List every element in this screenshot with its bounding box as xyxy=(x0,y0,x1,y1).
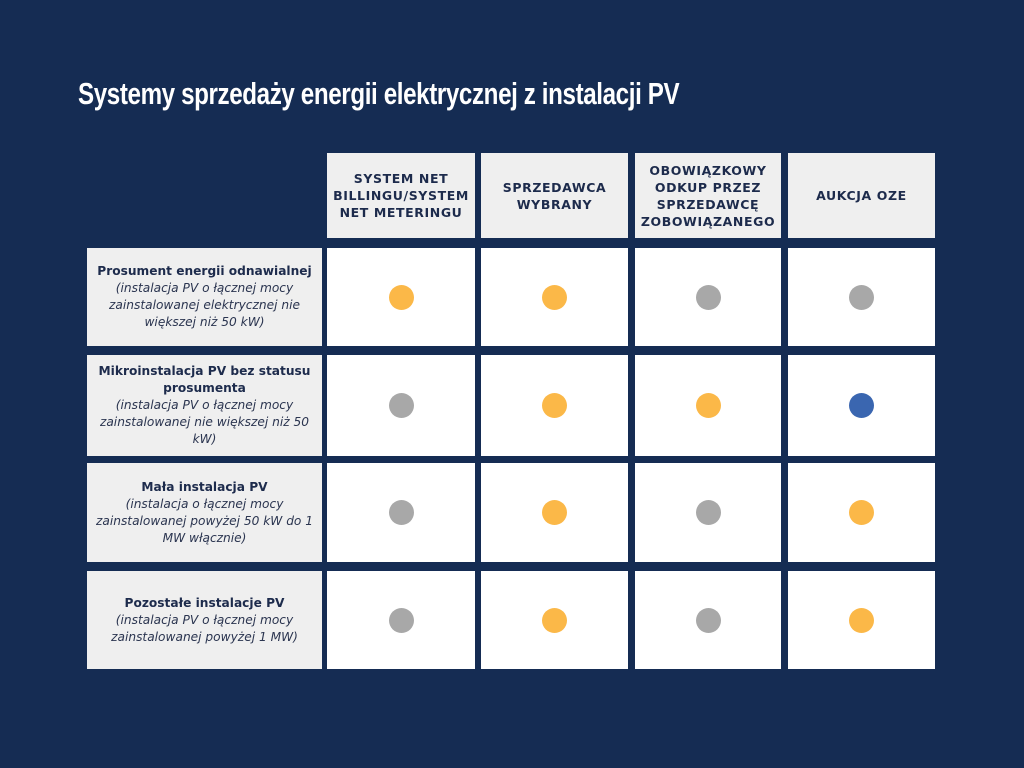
gray-dot-icon xyxy=(849,284,874,310)
gray-dot-icon xyxy=(695,284,721,310)
table-cell xyxy=(635,355,781,456)
table-cell xyxy=(327,355,475,456)
gray-dot-icon xyxy=(388,607,414,633)
row-title: Mała instalacja PV xyxy=(141,479,268,494)
table-cell xyxy=(788,463,935,562)
row-description: (instalacja PV o łącznej mocy zainstalow… xyxy=(111,612,298,644)
gray-dot-icon xyxy=(388,393,414,418)
row-description: (instalacja PV o łącznej mocy zainstalow… xyxy=(99,398,310,446)
table-cell xyxy=(788,355,935,456)
row-description: (instalacja o łącznej mocy zainstalowane… xyxy=(95,496,314,545)
gray-dot-icon xyxy=(388,500,414,525)
table-cell xyxy=(788,571,935,669)
orange-dot-icon xyxy=(695,393,721,418)
table-cell xyxy=(481,355,628,456)
orange-dot-icon xyxy=(849,607,874,633)
orange-dot-icon xyxy=(542,607,567,633)
row-description: (instalacja PV o łącznej mocy zainstalow… xyxy=(109,281,300,329)
orange-dot-icon xyxy=(388,284,414,310)
row-label-prosument: Prosument energii odnawialnej (instalacj… xyxy=(87,248,322,346)
row-title: Pozostałe instalacje PV xyxy=(124,595,285,610)
orange-dot-icon xyxy=(849,500,874,525)
table-cell xyxy=(327,463,475,562)
blue-dot-icon xyxy=(849,393,874,418)
row-title: Mikroinstalacja PV bez statusu prosument… xyxy=(98,364,311,395)
orange-dot-icon xyxy=(542,393,567,418)
row-title: Prosument energii odnawialnej xyxy=(97,264,312,278)
table-cell xyxy=(481,463,628,562)
row-label-pozostale: Pozostałe instalacje PV (instalacja PV o… xyxy=(87,571,322,669)
table-cell xyxy=(327,571,475,669)
gray-dot-icon xyxy=(695,500,721,525)
orange-dot-icon xyxy=(542,500,567,525)
table-cell xyxy=(481,571,628,669)
table-cell xyxy=(635,463,781,562)
column-header-obowiazkowy-odkup: OBOWIĄZKOWY ODKUP PRZEZ SPRZEDAWCĘ ZOBOW… xyxy=(635,153,781,238)
page-title: Systemy sprzedaży energii elektrycznej z… xyxy=(78,76,680,111)
orange-dot-icon xyxy=(542,284,567,310)
table-cell xyxy=(481,248,628,346)
table-cell xyxy=(788,248,935,346)
table-cell xyxy=(327,248,475,346)
gray-dot-icon xyxy=(695,607,721,633)
column-header-aukcja-oze: AUKCJA OZE xyxy=(788,153,935,238)
column-header-sprzedawca-wybrany: SPRZEDAWCA WYBRANY xyxy=(481,153,628,238)
column-header-net-billing: SYSTEM NET BILLINGU/SYSTEM NET METERINGU xyxy=(327,153,475,238)
row-label-mikroinstalacja: Mikroinstalacja PV bez statusu prosument… xyxy=(87,355,322,456)
row-label-mala-instalacja: Mała instalacja PV (instalacja o łącznej… xyxy=(87,463,322,562)
table-cell xyxy=(635,248,781,346)
table-cell xyxy=(635,571,781,669)
